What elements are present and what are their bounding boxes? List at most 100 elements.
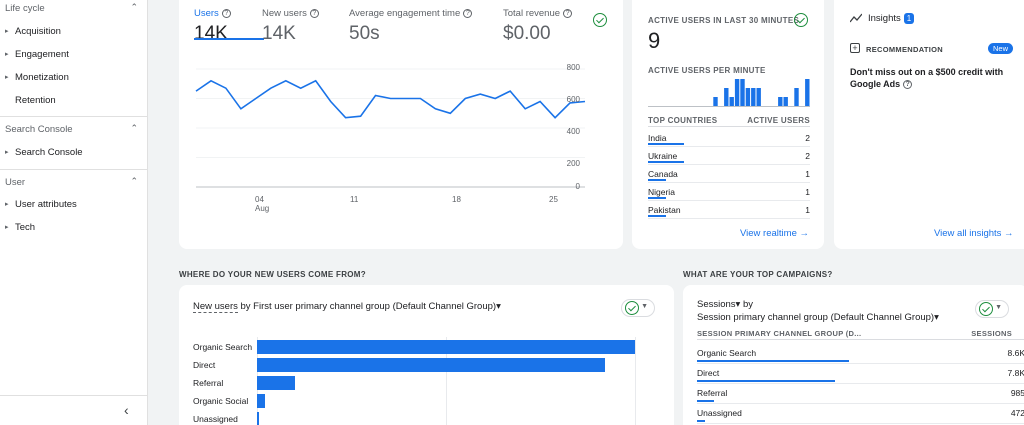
dropdown-icon: ▼ [995, 304, 1002, 311]
sidebar-item-user-attributes[interactable]: ▸ User attributes [0, 196, 148, 214]
recommendation-text[interactable]: Don't miss out on a $500 credit with Goo… [850, 66, 1014, 90]
per-minute-bar[interactable] [805, 79, 810, 106]
chart-options-control[interactable]: ▼ [621, 299, 655, 317]
per-minute-bar[interactable] [729, 97, 734, 106]
collapse-sidebar-icon[interactable]: ‹ [124, 402, 129, 418]
per-minute-bar[interactable] [783, 97, 788, 106]
country-bar [648, 161, 684, 163]
col-top-countries: TOP COUNTRIES [648, 116, 718, 125]
table-row[interactable]: Referral 985 [697, 384, 1024, 404]
dimension-selector[interactable]: by First user primary channel group (Def… [237, 301, 501, 312]
chevron-up-icon[interactable]: ⌃ [130, 123, 138, 133]
section-search-console[interactable]: Search Console ⌃ [0, 121, 148, 139]
per-minute-bar[interactable] [745, 88, 751, 106]
section-title: Life cycle [5, 3, 45, 14]
country-users: 1 [805, 205, 810, 215]
help-icon[interactable]: ? [221, 9, 231, 18]
metric-value: 50s [349, 23, 380, 44]
per-minute-bar[interactable] [756, 88, 761, 106]
campaigns-title-line1[interactable]: Sessions▾ by [697, 299, 753, 310]
channel-label: Referral [193, 378, 224, 388]
per-minute-bar[interactable] [740, 79, 745, 106]
sessions-bar [697, 360, 849, 362]
per-minute-bar[interactable] [794, 88, 799, 106]
insights-count-badge: 1 [904, 13, 914, 24]
chart-options-control[interactable]: ▼ [975, 300, 1009, 318]
country-row: Ukraine 2 [648, 147, 810, 165]
sidebar-item-monetization[interactable]: ▸ Monetization [0, 69, 148, 87]
chevron-up-icon[interactable]: ⌃ [130, 2, 138, 12]
country-users: 2 [805, 151, 810, 161]
section-user[interactable]: User ⌃ [0, 174, 148, 192]
help-icon[interactable]: ? [563, 9, 573, 18]
caret-right-icon: ▸ [5, 28, 9, 35]
y-tick: 800 [566, 63, 580, 72]
channel-label: Organic Social [193, 396, 249, 406]
country-bar [648, 143, 684, 145]
channel-bar[interactable] [257, 376, 295, 390]
sessions-bar [697, 420, 706, 422]
chevron-up-icon[interactable]: ⌃ [130, 176, 138, 186]
col-session-group: SESSION PRIMARY CHANNEL GROUP (D... [697, 329, 862, 338]
caret-right-icon: ▸ [5, 224, 9, 231]
country-row: Canada 1 [648, 165, 810, 183]
gridline [635, 337, 636, 425]
per-minute-bar[interactable] [751, 88, 756, 106]
y-tick: 600 [566, 95, 580, 104]
new-users-chart-title[interactable]: New users by First user primary channel … [193, 301, 501, 313]
country-name: Ukraine [648, 151, 678, 161]
sidebar-item-label: Search Console [15, 147, 83, 158]
sidebar-item-retention[interactable]: Retention [0, 92, 148, 110]
section-title: User [5, 177, 26, 188]
sessions-value: 7.8K [1007, 368, 1024, 378]
channel-bar[interactable] [257, 412, 259, 425]
sidebar-item-label: Tech [15, 222, 36, 233]
sidebar: Life cycle ⌃ ▸ Acquisition ▸ Engagement … [0, 0, 148, 425]
metric-average-engagement-time[interactable]: Average engagement time? 50s [349, 8, 473, 45]
sidebar-item-acquisition[interactable]: ▸ Acquisition [0, 23, 148, 41]
view-all-insights-link[interactable]: View all insights → [934, 228, 1014, 239]
divider [0, 116, 148, 117]
help-icon[interactable]: ? [463, 9, 473, 18]
country-bar [648, 215, 666, 217]
metric-total-revenue[interactable]: Total revenue? $0.00 [503, 8, 573, 45]
recommendation-text-content: Don't miss out on a $500 credit with Goo… [850, 67, 1004, 89]
per-minute-label: ACTIVE USERS PER MINUTE [648, 66, 766, 75]
table-row[interactable]: Direct 7.8K [697, 364, 1024, 384]
data-quality-check-icon[interactable] [794, 13, 808, 27]
per-minute-bar[interactable] [713, 97, 718, 106]
metric-new-users[interactable]: New users? 14K [262, 8, 319, 45]
sidebar-item-tech[interactable]: ▸ Tech [0, 219, 148, 237]
metric-label: New users [262, 8, 307, 19]
table-row[interactable]: Organic Search 8.6K [697, 344, 1024, 364]
dropdown-icon: ▼ [641, 303, 648, 310]
campaigns-title-line2[interactable]: Session primary channel group (Default C… [697, 312, 939, 323]
channel-bar[interactable] [257, 394, 265, 408]
sidebar-item-label: Monetization [15, 72, 69, 83]
view-realtime-link[interactable]: View realtime → [740, 228, 809, 239]
channel-group-label: Direct [697, 368, 720, 378]
help-icon[interactable]: ? [903, 80, 913, 89]
data-quality-check-icon [625, 301, 639, 315]
per-minute-bar[interactable] [734, 79, 740, 106]
users-series-line[interactable] [195, 79, 586, 119]
per-minute-bar[interactable] [724, 88, 729, 106]
metric-selector[interactable]: New users [193, 301, 238, 313]
x-tick: 25 [549, 195, 558, 204]
channel-bar[interactable] [257, 358, 605, 372]
x-tick: 18 [452, 195, 461, 204]
insights-title: Insights [868, 13, 901, 24]
data-quality-check-icon[interactable] [593, 13, 607, 27]
y-tick: 0 [575, 182, 580, 191]
metric-value: 14K [262, 23, 296, 44]
add-box-icon: + [850, 43, 860, 53]
sidebar-item-engagement[interactable]: ▸ Engagement [0, 46, 148, 64]
help-icon[interactable]: ? [309, 9, 319, 18]
country-name: Pakistan [648, 205, 681, 215]
channel-bar[interactable] [257, 340, 635, 354]
table-row[interactable]: Unassigned 472 [697, 404, 1024, 424]
per-minute-bar[interactable] [778, 97, 783, 106]
sidebar-item-search-console[interactable]: ▸ Search Console [0, 144, 148, 162]
country-users: 2 [805, 133, 810, 143]
section-life-cycle[interactable]: Life cycle ⌃ [0, 0, 148, 18]
